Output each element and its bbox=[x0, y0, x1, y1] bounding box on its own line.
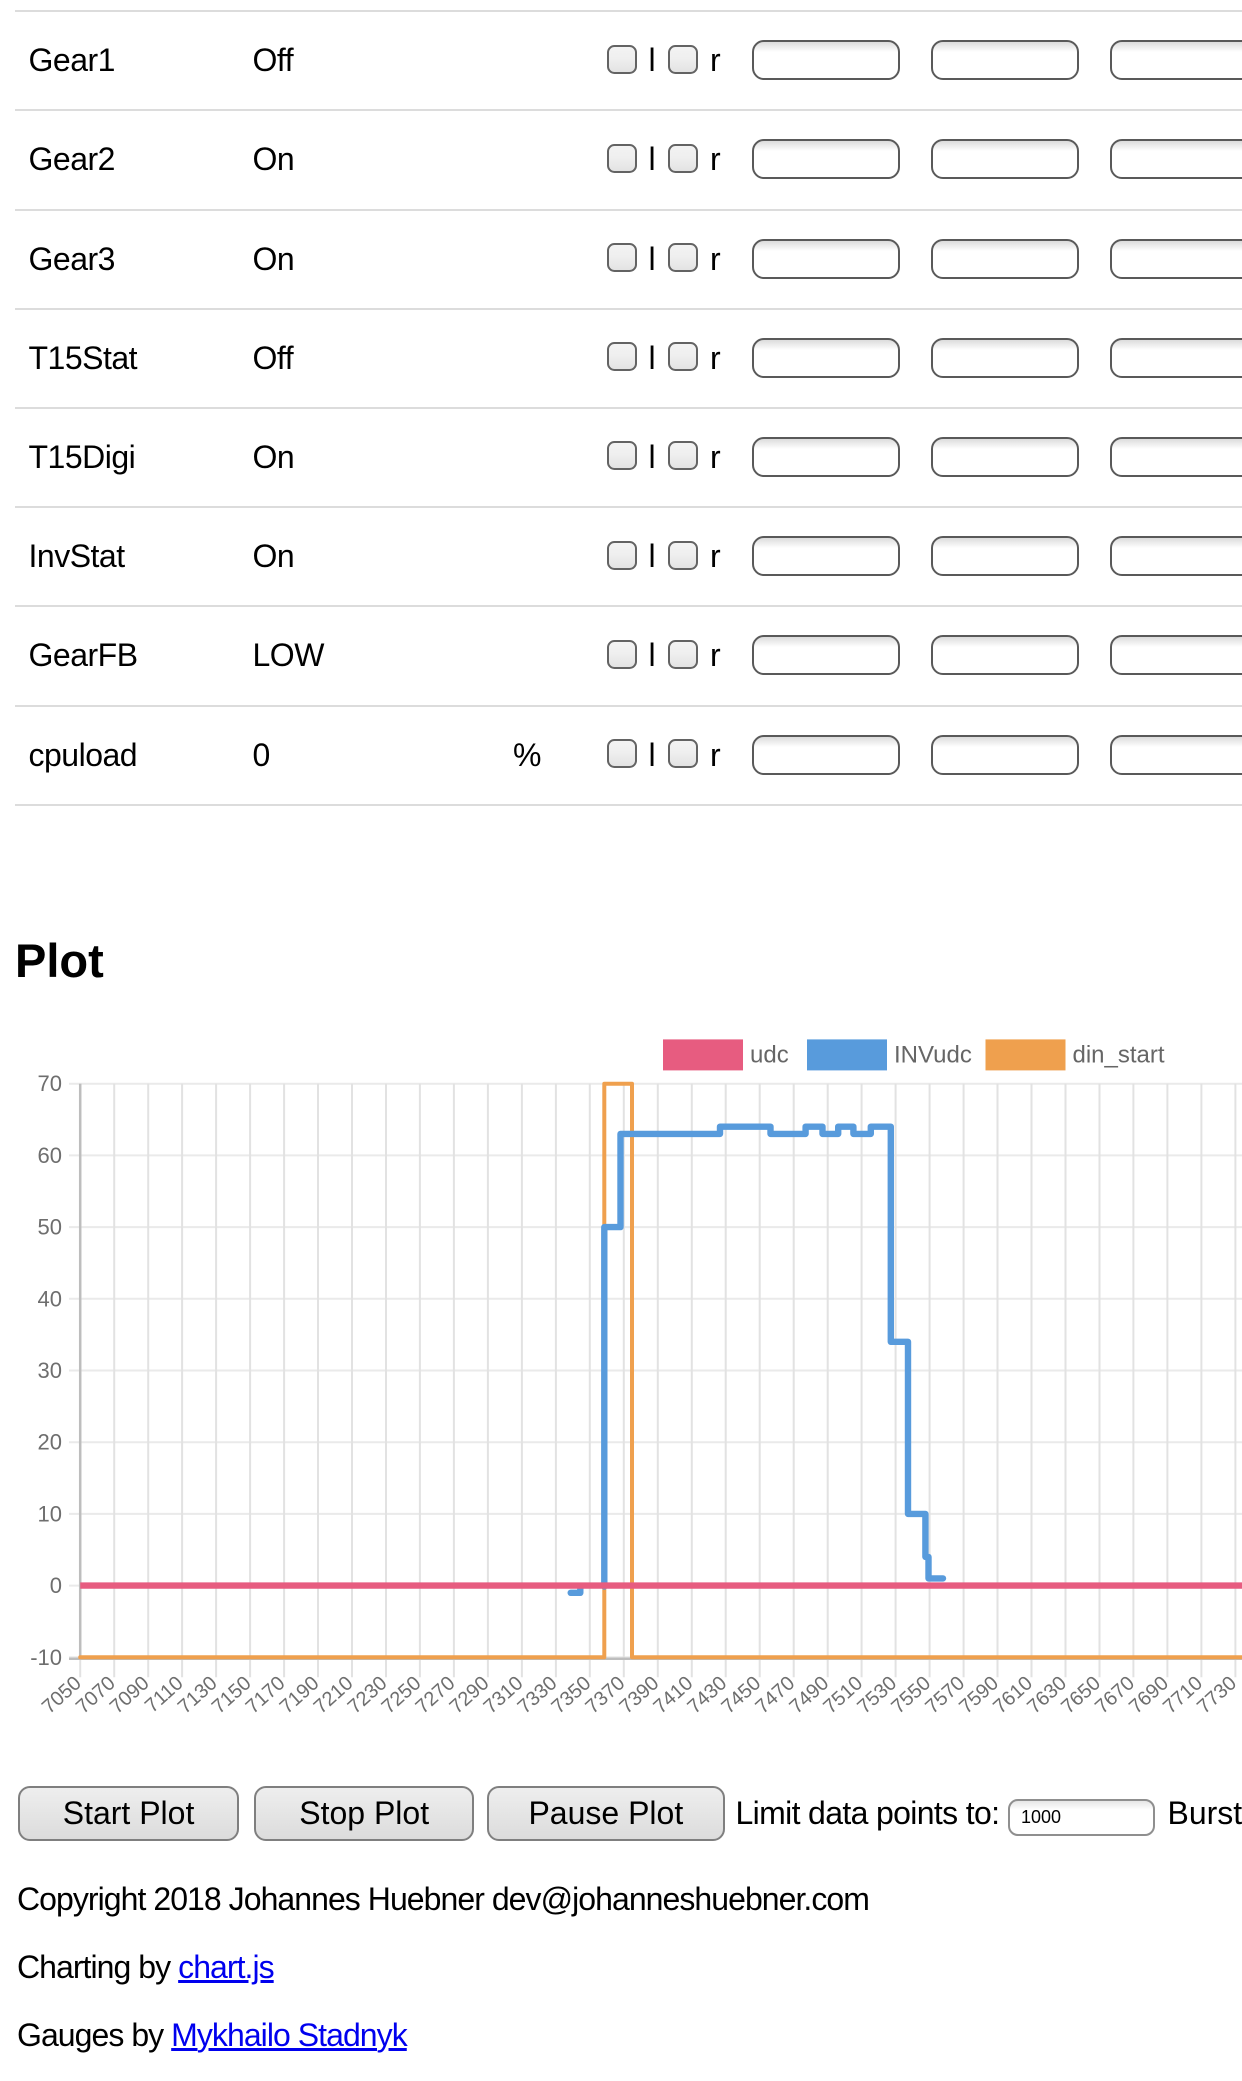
svg-text:60: 60 bbox=[38, 1143, 62, 1168]
svg-text:7730: 7730 bbox=[1193, 1672, 1241, 1718]
svg-text:udc: udc bbox=[750, 1042, 789, 1069]
svg-text:30: 30 bbox=[38, 1358, 62, 1383]
svg-text:-10: -10 bbox=[30, 1645, 62, 1670]
svg-text:70: 70 bbox=[38, 1071, 62, 1096]
svg-text:INVudc: INVudc bbox=[894, 1042, 972, 1069]
svg-text:0: 0 bbox=[50, 1573, 62, 1598]
svg-text:10: 10 bbox=[38, 1501, 62, 1526]
svg-text:40: 40 bbox=[38, 1286, 62, 1311]
svg-text:din_start: din_start bbox=[1073, 1042, 1165, 1069]
svg-text:20: 20 bbox=[38, 1430, 62, 1455]
svg-text:50: 50 bbox=[38, 1215, 62, 1240]
